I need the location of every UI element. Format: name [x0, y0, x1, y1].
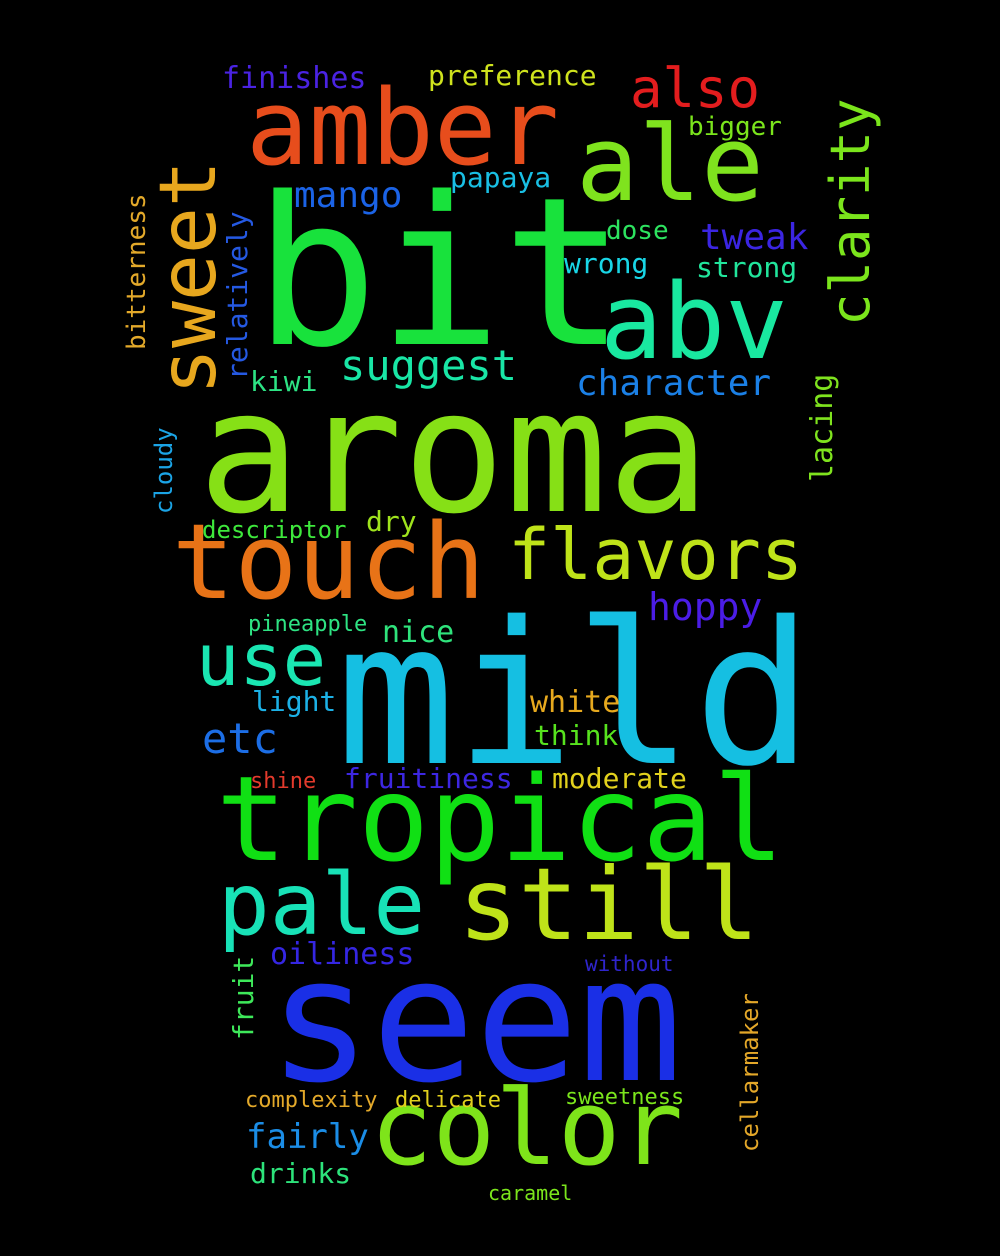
word-white: white	[530, 685, 621, 720]
word-fruitiness: fruitiness	[344, 762, 513, 795]
word-without: without	[585, 952, 674, 976]
word-flavors: flavors	[508, 514, 804, 596]
word-seem: seem	[268, 920, 683, 1121]
word-oiliness: oiliness	[270, 937, 415, 972]
word-think: think	[534, 719, 619, 752]
word-light: light	[252, 685, 337, 718]
word-strong: strong	[696, 251, 798, 284]
word-color: color	[370, 1067, 684, 1189]
word-drinks: drinks	[250, 1157, 352, 1190]
word-dry: dry	[366, 505, 417, 538]
word-abv: abv	[600, 261, 788, 383]
word-lacing: lacing	[805, 373, 840, 482]
word-bigger: bigger	[688, 112, 782, 142]
word-etc: etc	[202, 714, 278, 763]
word-tweak: tweak	[700, 217, 809, 258]
word-papaya: papaya	[450, 161, 552, 194]
word-relatively: relatively	[221, 211, 254, 380]
word-caramel: caramel	[488, 1181, 573, 1205]
word-mango: mango	[294, 175, 403, 216]
word-clarity: clarity	[819, 98, 882, 326]
word-use: use	[196, 618, 327, 702]
word-fairly: fairly	[246, 1117, 369, 1157]
word-shine: shine	[250, 769, 317, 794]
word-moderate: moderate	[552, 762, 687, 795]
word-sweet: sweet	[144, 160, 234, 395]
word-delicate: delicate	[395, 1088, 501, 1113]
word-ale: ale	[576, 103, 764, 225]
word-complexity: complexity	[245, 1088, 378, 1113]
word-fruit: fruit	[227, 955, 260, 1040]
word-character: character	[576, 363, 772, 404]
word-also: also	[630, 57, 761, 120]
word-suggest: suggest	[340, 341, 518, 390]
word-pale: pale	[218, 855, 426, 955]
word-nice: nice	[382, 615, 455, 650]
word-hoppy: hoppy	[648, 585, 763, 629]
word-kiwi: kiwi	[250, 365, 318, 398]
word-touch: touch	[172, 501, 486, 623]
word-amber: amber	[246, 67, 560, 189]
word-still: still	[458, 846, 760, 963]
word-preference: preference	[428, 59, 597, 92]
word-pineapple: pineapple	[248, 612, 368, 637]
word-cellarmaker: cellarmaker	[736, 993, 764, 1152]
word-bit: bit	[254, 153, 627, 393]
word-bitterness: bitterness	[122, 193, 152, 350]
word-finishes: finishes	[222, 61, 367, 96]
word-wrong: wrong	[564, 247, 649, 280]
word-aroma: aroma	[198, 354, 710, 552]
word-dose: dose	[606, 216, 669, 246]
word-sweetness: sweetness	[565, 1085, 685, 1110]
word-cloudy: cloudy	[150, 427, 178, 514]
word-tropical: tropical	[216, 750, 785, 888]
word-descriptor: descriptor	[202, 516, 347, 544]
word-mild: mild	[336, 579, 813, 810]
